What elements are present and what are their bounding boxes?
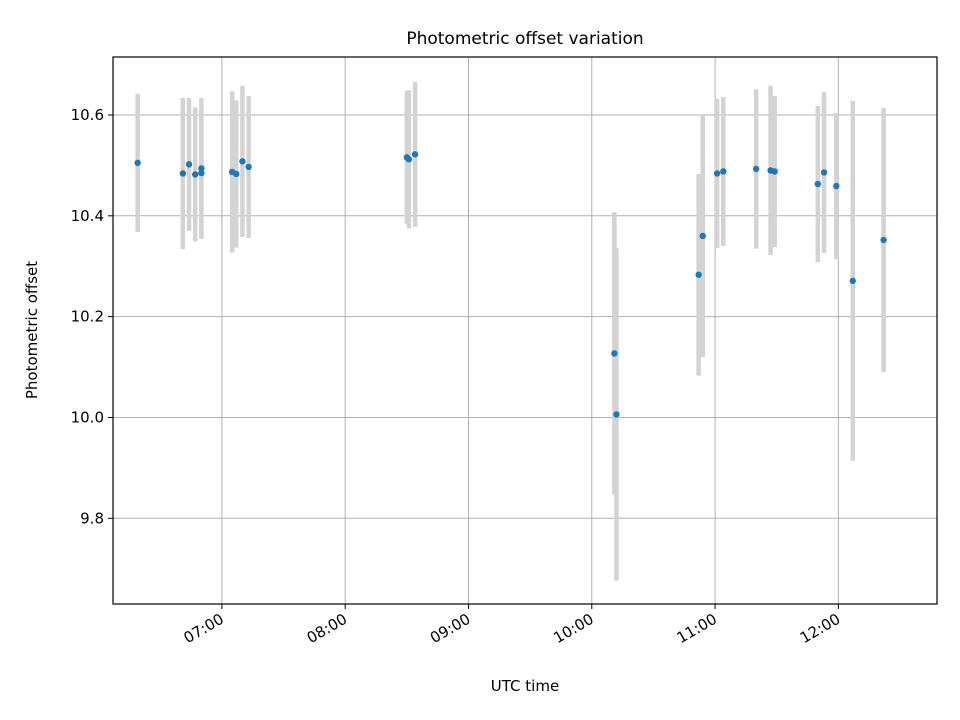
y-tick-label: 10.4 [71, 207, 104, 225]
grid-lines [113, 57, 937, 604]
data-point [849, 277, 856, 285]
data-point [239, 158, 246, 165]
data-point [713, 170, 721, 177]
data-point [198, 169, 205, 177]
data-point [405, 156, 413, 163]
data-point [695, 271, 702, 278]
data-point [613, 411, 620, 418]
data-point [699, 232, 706, 240]
y-tick-label: 10.2 [71, 308, 104, 326]
data-points [134, 151, 887, 418]
data-point [880, 236, 887, 244]
data-point [720, 168, 727, 175]
y-axis: 9.8 10.0 10.2 10.4 10.6 [71, 106, 113, 527]
data-point [411, 151, 419, 158]
data-point [179, 170, 187, 177]
y-axis-label: Photometric offset [23, 261, 41, 399]
data-point [820, 169, 828, 176]
data-point [191, 171, 199, 178]
data-point [771, 168, 778, 175]
data-point [134, 159, 141, 167]
data-point [233, 170, 240, 178]
x-axis-label: UTC time [491, 677, 559, 695]
data-point [245, 163, 252, 171]
data-point [814, 180, 822, 188]
y-tick-label: 9.8 [80, 509, 104, 527]
chart-title: Photometric offset variation [406, 29, 643, 49]
data-point [611, 350, 618, 357]
data-point [833, 182, 840, 190]
data-point [752, 165, 760, 173]
y-tick-label: 10.0 [71, 408, 104, 426]
plot-frame [112, 56, 938, 605]
data-point [198, 165, 205, 172]
y-tick-label: 10.6 [71, 106, 104, 124]
data-point [185, 161, 193, 168]
